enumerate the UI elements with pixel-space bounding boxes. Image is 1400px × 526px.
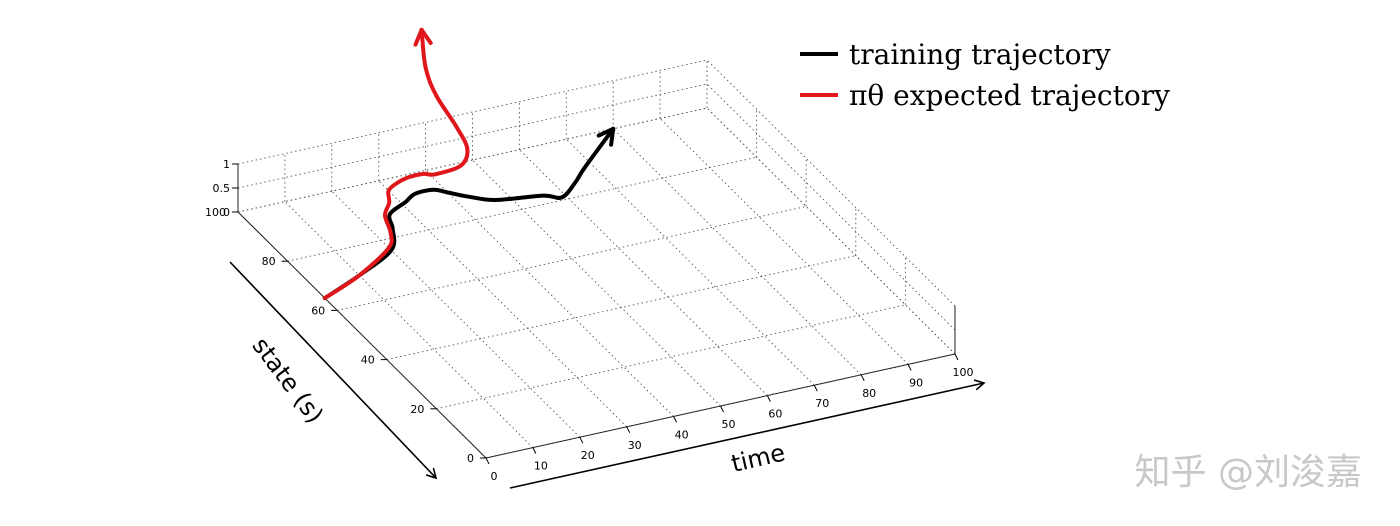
z-tick-label: 0 bbox=[223, 206, 230, 219]
time-tick-label: 80 bbox=[862, 387, 876, 400]
time-tick-label: 20 bbox=[581, 449, 595, 462]
state-tick-label: 100 bbox=[205, 206, 226, 219]
side-wall-gridline bbox=[706, 83, 956, 331]
time-tick-mark bbox=[766, 395, 771, 402]
floor-gridline-time bbox=[378, 180, 628, 428]
plot-grid bbox=[237, 59, 956, 459]
legend-label-training: training trajectory bbox=[849, 38, 1111, 71]
state-tick-label: 80 bbox=[262, 255, 276, 268]
y-axis-label: state (s) bbox=[247, 332, 329, 428]
time-tick-mark bbox=[860, 374, 865, 382]
floor-gridline-time bbox=[331, 190, 581, 438]
floor-gridline-state bbox=[337, 205, 807, 311]
back-wall-gridline bbox=[237, 59, 708, 165]
time-tick-label: 70 bbox=[815, 397, 829, 410]
legend: training trajectory πθ expected trajecto… bbox=[800, 38, 1170, 112]
floor-gridline-time bbox=[659, 118, 909, 365]
time-tick-label: 30 bbox=[628, 439, 642, 452]
z-tick-label: 0.5 bbox=[213, 182, 231, 195]
floor-gridline-time bbox=[519, 149, 768, 396]
time-tick-mark bbox=[720, 405, 724, 413]
time-tick-label: 60 bbox=[768, 408, 782, 421]
time-tick-label: 10 bbox=[534, 460, 548, 473]
state-tick-label: 40 bbox=[361, 354, 375, 367]
floor-gridline-state bbox=[436, 304, 906, 410]
time-tick-mark bbox=[579, 436, 584, 444]
time-tick-mark bbox=[532, 447, 537, 454]
time-tick-mark bbox=[954, 353, 959, 361]
z-tick-label: 1 bbox=[223, 158, 230, 171]
time-tick-mark bbox=[626, 426, 631, 434]
floor-gridline-time bbox=[706, 107, 956, 355]
series-layer bbox=[322, 27, 616, 301]
floor-gridline-time bbox=[565, 138, 815, 386]
time-tick-label: 50 bbox=[722, 418, 736, 431]
floor-gridline-time bbox=[472, 159, 721, 407]
floor-gridline-time bbox=[425, 170, 674, 417]
time-tick-label: 40 bbox=[675, 428, 689, 441]
side-wall-gridline bbox=[706, 107, 956, 355]
expected-trajectory-line-arrowhead bbox=[413, 27, 433, 47]
time-tick-label: 90 bbox=[909, 376, 923, 389]
training-trajectory-line bbox=[322, 126, 616, 301]
legend-label-expected: πθ expected trajectory bbox=[849, 79, 1170, 112]
time-tick-label: 100 bbox=[953, 366, 974, 379]
time-tick-mark bbox=[907, 364, 912, 371]
time-tick-mark bbox=[485, 457, 490, 465]
training-trajectory-line-arrowhead bbox=[596, 126, 616, 147]
state-tick-label: 20 bbox=[410, 403, 424, 416]
state-tick-label: 0 bbox=[467, 452, 474, 465]
x-axis-label: time bbox=[729, 438, 788, 477]
time-axis-arrow bbox=[509, 379, 986, 489]
time-tick-mark bbox=[673, 416, 678, 423]
state-axis-edge bbox=[237, 211, 487, 459]
floor-gridline-time bbox=[612, 128, 862, 376]
time-tick-label: 0 bbox=[491, 470, 498, 483]
watermark-text: 知乎 @刘浚嘉 bbox=[1135, 452, 1362, 493]
state-axis-arrow bbox=[229, 261, 438, 480]
expected-trajectory-line bbox=[322, 27, 470, 301]
time-tick-mark bbox=[813, 384, 818, 392]
state-tick-label: 60 bbox=[311, 304, 325, 317]
